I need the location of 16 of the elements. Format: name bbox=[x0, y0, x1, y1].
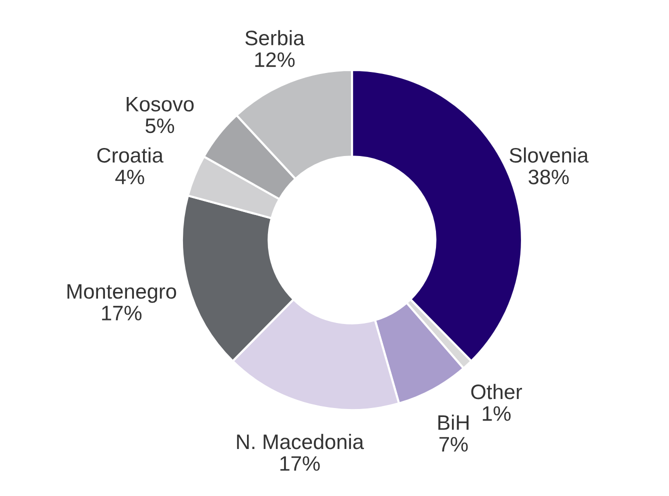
slice-label: BiH bbox=[438, 414, 469, 430]
data-label: 1% bbox=[482, 406, 511, 421]
data-label: 7% bbox=[439, 436, 468, 452]
data-label: 17% bbox=[280, 456, 320, 471]
slice-label: Serbia bbox=[245, 30, 305, 46]
slice-label: Montenegro bbox=[68, 284, 176, 303]
data-label: 5% bbox=[146, 118, 174, 134]
data-label: 4% bbox=[115, 170, 144, 184]
slice-label: Other bbox=[471, 384, 522, 400]
data-label: 38% bbox=[528, 170, 569, 184]
data-label: 17% bbox=[102, 306, 142, 320]
slice-label: Slovenia bbox=[510, 147, 589, 163]
slice-label: Kosovo bbox=[126, 96, 194, 112]
slice-label: N. Macedonia bbox=[237, 434, 364, 450]
data-label: 12% bbox=[255, 52, 295, 67]
slice-label: Croatia bbox=[97, 147, 164, 163]
